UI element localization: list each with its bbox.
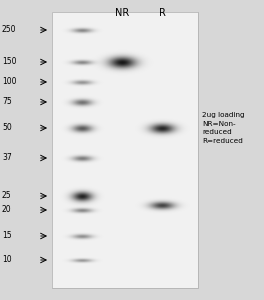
Text: 50: 50	[2, 124, 12, 133]
Text: 37: 37	[2, 154, 12, 163]
Text: 150: 150	[2, 58, 16, 67]
Text: 250: 250	[2, 26, 16, 34]
Text: 15: 15	[2, 232, 12, 241]
Text: 2ug loading
NR=Non-
reduced
R=reduced: 2ug loading NR=Non- reduced R=reduced	[202, 112, 245, 144]
Text: 10: 10	[2, 256, 12, 265]
Bar	[52, 12, 198, 288]
Text: R: R	[159, 8, 166, 18]
Text: 25: 25	[2, 191, 12, 200]
Text: NR: NR	[115, 8, 129, 18]
Text: 20: 20	[2, 206, 12, 214]
Text: 100: 100	[2, 77, 16, 86]
Text: 75: 75	[2, 98, 12, 106]
